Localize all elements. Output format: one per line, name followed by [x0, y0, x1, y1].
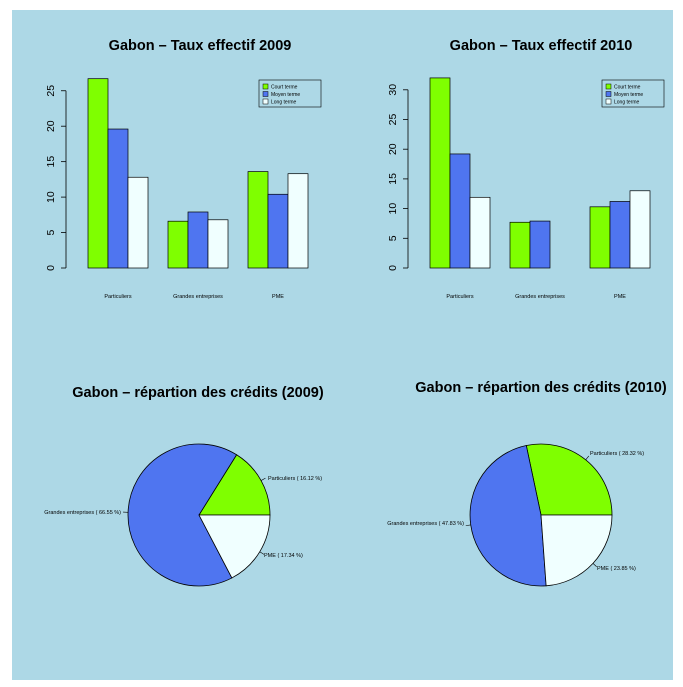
bar-moyen-terme — [609, 201, 631, 269]
bar-moyen-terme — [449, 153, 471, 269]
pie-leader-line — [259, 551, 265, 555]
bar-long-terme — [127, 176, 149, 269]
x-category-label: Grandes entreprises — [515, 294, 565, 300]
bar-moyen-terme — [187, 211, 209, 269]
pie-slice — [540, 514, 613, 587]
bar-court-terme — [247, 171, 269, 269]
y-tick-label: 25 — [387, 114, 399, 126]
bar-court-terme — [429, 77, 451, 269]
bar-long-terme — [629, 190, 651, 269]
x-category-label: PME — [614, 294, 626, 300]
chart-title: Gabon – répartion des crédits (2010) — [415, 380, 667, 396]
y-tick-label: 5 — [45, 229, 57, 235]
y-tick-label: 20 — [387, 143, 399, 155]
pie-chart-1: Gabon – répartion des crédits (2009) Part… — [44, 385, 324, 587]
x-category-label: Grandes entreprises — [173, 294, 223, 300]
bar-long-terme — [207, 219, 229, 269]
pie-leader-line — [260, 477, 266, 481]
pie-slice-label: PME ( 23.85 %) — [597, 566, 636, 572]
legend-swatch — [262, 91, 269, 97]
bar-moyen-terme — [267, 193, 289, 269]
pie-slice-label: Particuliers ( 16.12 %) — [268, 476, 322, 482]
pie-leader-line — [592, 563, 597, 567]
pie-slice — [198, 454, 271, 516]
legend-swatch — [605, 91, 612, 97]
y-tick-label: 0 — [387, 265, 399, 271]
x-category-label: Particuliers — [446, 294, 473, 300]
legend-label: Court terme — [271, 84, 298, 90]
legend-label: Long terme — [271, 99, 297, 105]
pie-slice-label: Particuliers ( 28.32 %) — [590, 451, 644, 457]
pie-slice-label: PME ( 17.34 %) — [264, 553, 303, 559]
pie-leader-line — [465, 524, 471, 526]
y-tick-label: 10 — [387, 203, 399, 215]
chart-title: Gabon – répartion des crédits (2009) — [72, 385, 324, 401]
pie-slice-label: Grandes entreprises ( 47.83 %) — [387, 521, 464, 527]
bar-chart-2: Gabon – Taux effectif 2010 0 5 10 15 20 25 30 Pa… — [387, 38, 665, 300]
pie-slice — [127, 443, 238, 587]
y-tick-label: 5 — [387, 235, 399, 241]
bar-court-terme — [509, 221, 531, 269]
pie-leader-line — [585, 455, 590, 461]
legend-swatch — [262, 83, 269, 90]
bar-chart-1: Gabon – Taux effectif 2009 0 5 10 15 20 25 Part… — [45, 38, 322, 300]
y-tick-label: 15 — [45, 156, 57, 168]
y-tick-label: 25 — [45, 85, 57, 97]
y-tick-label: 0 — [45, 265, 57, 271]
legend-box — [601, 79, 665, 108]
bar-long-terme — [469, 196, 491, 269]
legend-label: Court terme — [614, 84, 641, 90]
y-tick-label: 30 — [387, 84, 399, 96]
pie-slice — [198, 514, 271, 579]
legend-swatch — [605, 98, 612, 105]
pie-chart-2: Gabon – répartion des crédits (2010) Part… — [387, 380, 667, 587]
legend-label: Long terme — [614, 99, 640, 105]
y-tick-label: 15 — [387, 173, 399, 185]
y-tick-label: 20 — [45, 120, 57, 132]
bar-court-terme — [589, 206, 611, 269]
bar-moyen-terme — [529, 220, 551, 269]
pie-slice — [525, 443, 613, 516]
chart-title: Gabon – Taux effectif 2009 — [109, 38, 292, 54]
x-category-label: Particuliers — [104, 294, 131, 300]
bar-long-terme — [287, 173, 309, 269]
legend-swatch — [262, 98, 269, 105]
pie-slice-label: Grandes entreprises ( 66.55 %) — [44, 510, 121, 516]
pie-slice — [469, 445, 547, 587]
legend-label: Moyen terme — [614, 92, 643, 98]
bar-court-terme — [167, 220, 189, 269]
bar-moyen-terme — [107, 128, 129, 269]
x-category-label: PME — [272, 294, 284, 300]
legend-swatch — [605, 83, 612, 90]
y-tick-label: 10 — [45, 191, 57, 203]
chart-title: Gabon – Taux effectif 2010 — [450, 38, 633, 54]
legend-label: Moyen terme — [271, 92, 300, 98]
bar-court-terme — [87, 78, 109, 269]
legend-box — [258, 79, 322, 108]
